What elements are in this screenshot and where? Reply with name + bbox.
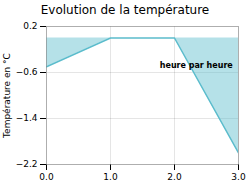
svg-text:0.0: 0.0 bbox=[39, 172, 54, 182]
svg-text:−1.4: −1.4 bbox=[16, 113, 38, 123]
svg-text:Température en °C: Température en °C bbox=[2, 53, 12, 139]
svg-text:−0.6: −0.6 bbox=[16, 67, 38, 77]
svg-text:3.0: 3.0 bbox=[231, 172, 246, 182]
html-text:Evolution de la température: Evolution de la température bbox=[40, 3, 210, 17]
svg-text:2.0: 2.0 bbox=[167, 172, 182, 182]
svg-text:−2.2: −2.2 bbox=[16, 159, 38, 169]
svg-text:1.0: 1.0 bbox=[103, 172, 118, 182]
svg-text:heure par heure: heure par heure bbox=[160, 61, 234, 70]
svg-text:0.2: 0.2 bbox=[23, 21, 37, 31]
